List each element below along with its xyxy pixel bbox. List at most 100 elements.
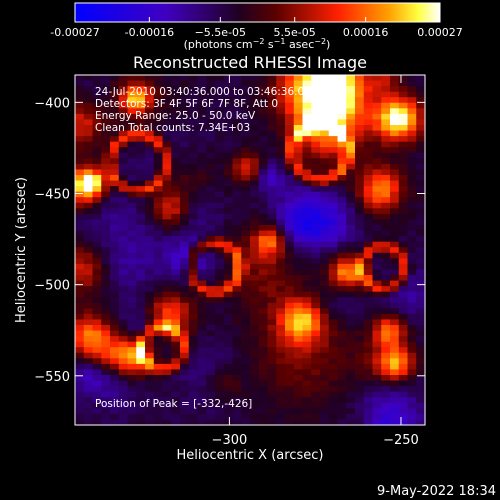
heatmap-cell (232, 258, 242, 265)
heatmap-cell (293, 158, 304, 165)
heatmap-cell (241, 263, 251, 271)
heatmap-cell (250, 80, 260, 87)
heatmap-cell (398, 75, 409, 82)
heatmap-cell (197, 91, 207, 98)
heatmap-cell (83, 297, 94, 304)
heatmap-cell (223, 330, 234, 337)
heatmap-cell (118, 252, 129, 259)
heatmap-cell (75, 363, 85, 371)
heatmap-cell (276, 108, 286, 115)
heatmap-cell (311, 402, 321, 409)
heatmap-cell (372, 358, 382, 365)
heatmap-cell (285, 202, 295, 209)
heatmap-cell (276, 369, 286, 376)
heatmap-cell (223, 402, 234, 409)
heatmap-cell (118, 130, 129, 137)
heatmap-cell (145, 236, 155, 243)
heatmap-cell (162, 352, 172, 359)
heatmap-cell (337, 263, 347, 271)
heatmap-cell (302, 191, 312, 198)
heatmap-cell (311, 358, 321, 365)
heatmap-cell (293, 402, 304, 409)
heatmap-cell (337, 97, 347, 104)
heatmap-cell (162, 80, 172, 87)
heatmap-cell (180, 386, 190, 393)
heatmap-cell (206, 269, 216, 276)
heatmap-cell (110, 75, 120, 82)
heatmap-cell (258, 141, 269, 148)
heatmap-cell (101, 86, 111, 93)
heatmap-cell (206, 152, 216, 159)
heatmap-cell (101, 347, 111, 354)
heatmap-cell (276, 230, 286, 237)
heatmap-cell (145, 208, 155, 215)
heatmap-cell (258, 413, 269, 421)
heatmap-cell (171, 297, 181, 304)
heatmap-cell (337, 169, 347, 176)
heatmap-cell (223, 269, 234, 276)
heatmap-cell (197, 280, 207, 287)
heatmap-cell (136, 313, 146, 321)
heatmap-cell (407, 269, 417, 276)
heatmap-cell (101, 163, 111, 171)
heatmap-cell (92, 319, 102, 326)
heatmap-cell (346, 97, 356, 104)
heatmap-cell (127, 108, 137, 115)
heatmap-cell (302, 363, 312, 371)
heatmap-cell (92, 391, 102, 398)
heatmap-cell (83, 419, 94, 426)
heatmap-cell (355, 358, 365, 365)
heatmap-cell (145, 319, 155, 326)
heatmap-cell (118, 213, 129, 221)
heatmap-cell (118, 341, 129, 348)
heatmap-cell (127, 247, 137, 254)
heatmap-cell (407, 141, 417, 148)
heatmap-cell (136, 119, 146, 126)
heatmap-cell (302, 163, 312, 171)
heatmap-cell (127, 80, 137, 87)
heatmap-cell (293, 347, 304, 354)
heatmap-cell (101, 247, 111, 254)
heatmap-cell (258, 319, 269, 326)
heatmap-cell (197, 191, 207, 198)
heatmap-cell (293, 330, 304, 337)
heatmap-cell (363, 175, 374, 182)
heatmap-cell (110, 175, 120, 182)
heatmap-cell (346, 275, 356, 282)
heatmap-cell (311, 136, 321, 143)
heatmap-cell (232, 325, 242, 332)
heatmap-cell (153, 363, 164, 371)
heatmap-cell (293, 375, 304, 382)
heatmap-cell (223, 175, 234, 182)
heatmap-cell (92, 141, 102, 148)
heatmap-cell (355, 197, 365, 204)
heatmap-cell (136, 308, 146, 315)
heatmap-cell (127, 252, 137, 259)
heatmap-cell (311, 230, 321, 237)
heatmap-cell (215, 330, 225, 337)
heatmap-cell (92, 402, 102, 409)
heatmap-cell (197, 197, 207, 204)
heatmap-cell (206, 97, 216, 104)
heatmap-cell (311, 97, 321, 104)
heatmap-cell (223, 230, 234, 237)
heatmap-cell (381, 408, 391, 415)
heatmap-cell (110, 208, 120, 215)
heatmap-cell (372, 136, 382, 143)
heatmap-cell (346, 113, 356, 121)
heatmap-cell (276, 269, 286, 276)
heatmap-cell (145, 330, 155, 337)
heatmap-cell (293, 191, 304, 198)
heatmap-cell (75, 208, 85, 215)
heatmap-cell (171, 197, 181, 204)
heatmap-cell (215, 147, 225, 154)
heatmap-cell (92, 330, 102, 337)
heatmap-cell (267, 302, 277, 309)
heatmap-cell (162, 102, 172, 109)
heatmap-cell (302, 175, 312, 182)
heatmap-cell (162, 163, 172, 171)
heatmap-cell (83, 102, 94, 109)
heatmap-cell (83, 75, 94, 82)
heatmap-cell (171, 230, 181, 237)
heatmap-cell (75, 130, 85, 137)
